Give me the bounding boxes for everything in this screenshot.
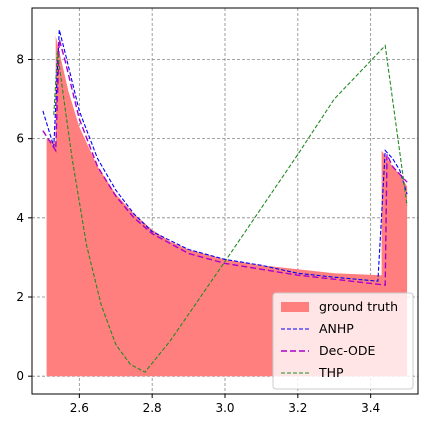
legend: ground truth ANHP Dec-ODE THP bbox=[272, 292, 414, 390]
area-layer bbox=[46, 35, 408, 377]
legend-label-ground-truth: ground truth bbox=[319, 299, 398, 314]
x-tick-label: 2.8 bbox=[143, 401, 162, 415]
x-tick-label: 3.4 bbox=[361, 401, 380, 415]
x-tick-label: 3.2 bbox=[288, 401, 307, 415]
legend-label-thp: THP bbox=[318, 365, 344, 380]
series-ground-truth-area bbox=[46, 35, 408, 377]
series-anhp-line bbox=[42, 29, 408, 282]
y-tick-label: 6 bbox=[16, 132, 24, 146]
legend-label-anhp: ANHP bbox=[319, 321, 354, 336]
y-tick-label: 0 bbox=[16, 369, 24, 383]
legend-label-dec-ode: Dec-ODE bbox=[319, 343, 376, 358]
y-tick-label: 4 bbox=[16, 211, 24, 225]
series-dec-ode-line bbox=[42, 39, 408, 286]
line-layer bbox=[42, 29, 408, 373]
legend-box bbox=[272, 292, 414, 390]
y-tick-label: 8 bbox=[16, 52, 24, 66]
x-tick-label: 2.6 bbox=[70, 401, 89, 415]
legend-swatch-ground-truth bbox=[281, 302, 309, 312]
x-tick-label: 3.0 bbox=[215, 401, 234, 415]
ticks: 2.6 2.8 3.0 3.2 3.4 0 2 4 6 8 bbox=[16, 52, 380, 415]
y-tick-label: 2 bbox=[16, 290, 24, 304]
series-thp-line bbox=[53, 44, 408, 373]
